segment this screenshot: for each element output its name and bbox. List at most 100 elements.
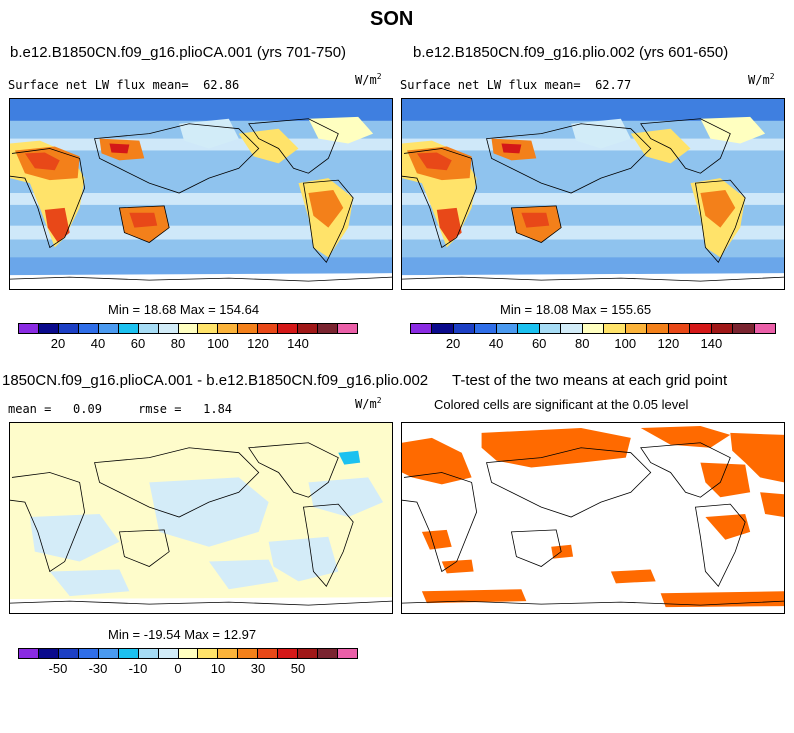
colorbar-tick-label: 40 [90,336,106,351]
colorbar-tick-label: 140 [700,336,723,351]
colorbar-swatch [138,324,159,333]
colorbar-swatch [604,324,626,333]
colorbar-swatch [411,324,433,333]
colorbar-swatch [98,649,119,658]
colorbar-top-left [18,323,358,334]
colorbar-swatch [178,649,199,658]
figure-title: SON [370,8,414,30]
colorbar-swatch [38,324,59,333]
colorbar-swatch [58,324,79,333]
colorbar-swatch [668,324,691,333]
colorbar-swatch [19,649,39,658]
colorbar-tick-label: 50 [290,661,306,676]
colorbar-tick-label: 120 [247,336,269,351]
colorbar-swatch [690,324,712,333]
mean-rmse-label: mean = 0.09 rmse = 1.84 [8,402,232,416]
ttest-significance-map [402,423,784,613]
colorbar-swatch [278,324,299,333]
colorbar-swatch [298,649,319,658]
colorbar-tick-label: 10 [210,661,226,676]
colorbar-tick-label: 100 [207,336,229,351]
colorbar-swatch [118,649,139,658]
panel-title-top-left: b.e12.B1850CN.f09_g16.plioCA.001 (yrs 70… [10,44,347,61]
units-label-bottom-left: W/m2 [355,396,382,411]
colorbar-swatch [218,649,239,658]
colorbar-swatch [198,324,219,333]
mean-value: 0.09 [73,402,102,416]
colorbar-swatch [198,649,219,658]
units-exponent: 2 [376,72,382,81]
colorbar-swatch [475,324,497,333]
colorbar-swatch [258,324,279,333]
map-panel-top-right [401,98,785,290]
difference-map [10,423,392,613]
colorbar-swatch [19,324,39,333]
colorbar-swatch [58,649,79,658]
map-panel-top-left [9,98,393,290]
colorbar-difference [18,648,358,659]
colorbar-tick-label: 20 [445,336,461,351]
colorbar-swatch [138,649,159,658]
colorbar-swatch [78,324,99,333]
flux-mean-label-top-left: Surface net LW flux mean= 62.86 [8,78,239,92]
colorbar-tick-label: 60 [130,336,146,351]
lw-flux-map-top-left [10,99,392,289]
rmse-text: rmse = [138,402,182,416]
colorbar-swatch [625,324,648,333]
map-panel-bottom-left [9,422,393,614]
colorbar-swatch [118,324,139,333]
minmax-top-left: Min = 18.68 Max = 154.64 [108,302,260,317]
lw-flux-map-top-right [402,99,784,289]
units-text: W/m [355,73,377,87]
colorbar-tick-label: 60 [531,336,547,351]
rmse-value: 1.84 [203,402,233,416]
units-text: W/m [748,73,770,87]
colorbar-tick-label: 0 [174,661,182,676]
colorbar-tick-label: -30 [88,661,108,676]
colorbar-swatch [318,324,338,333]
colorbar-swatch [98,324,119,333]
colorbar-tick-label: 20 [50,336,66,351]
units-label-top-left: W/m2 [355,72,382,87]
colorbar-swatch [453,324,476,333]
colorbar-tick-label: 100 [614,336,637,351]
units-text: W/m [355,397,377,411]
colorbar-swatch [338,324,357,333]
colorbar-swatch [733,324,755,333]
colorbar-swatch [338,649,357,658]
colorbar-tick-label: 40 [488,336,504,351]
colorbar-swatch [238,649,259,658]
significance-subtitle: Colored cells are significant at the 0.0… [434,397,689,412]
colorbar-swatch [178,324,199,333]
colorbar-swatch [278,649,299,658]
colorbar-swatch [711,324,734,333]
colorbar-swatch [158,649,179,658]
flux-mean-label-top-right: Surface net LW flux mean= 62.77 [400,78,631,92]
colorbar-swatch [38,649,59,658]
colorbar-tick-label: 30 [250,661,266,676]
colorbar-swatch [78,649,99,658]
minmax-bottom-left: Min = -19.54 Max = 12.97 [108,627,257,642]
colorbar-swatch [647,324,669,333]
colorbar-swatch [561,324,583,333]
colorbar-tick-label: -50 [48,661,68,676]
colorbar-swatch [258,649,279,658]
colorbar-swatch [754,324,775,333]
colorbar-swatch [496,324,519,333]
colorbar-tick-label: 80 [170,336,186,351]
colorbar-swatch [298,324,319,333]
colorbar-swatch [218,324,239,333]
colorbar-tick-label: 80 [575,336,590,351]
colorbar-swatch [158,324,179,333]
flux-mean-text: Surface net LW flux mean= [400,78,581,92]
colorbar-tick-label: -10 [128,661,148,676]
panel-title-top-right: b.e12.B1850CN.f09_g16.plio.002 (yrs 601-… [413,44,729,61]
flux-mean-text: Surface net LW flux mean= [8,78,189,92]
colorbar-swatch [582,324,605,333]
units-exponent: 2 [376,396,382,405]
colorbar-swatch [432,324,454,333]
colorbar-swatch [539,324,562,333]
colorbar-swatch [318,649,338,658]
mean-text: mean = [8,402,52,416]
colorbar-tick-label: 140 [287,336,309,351]
